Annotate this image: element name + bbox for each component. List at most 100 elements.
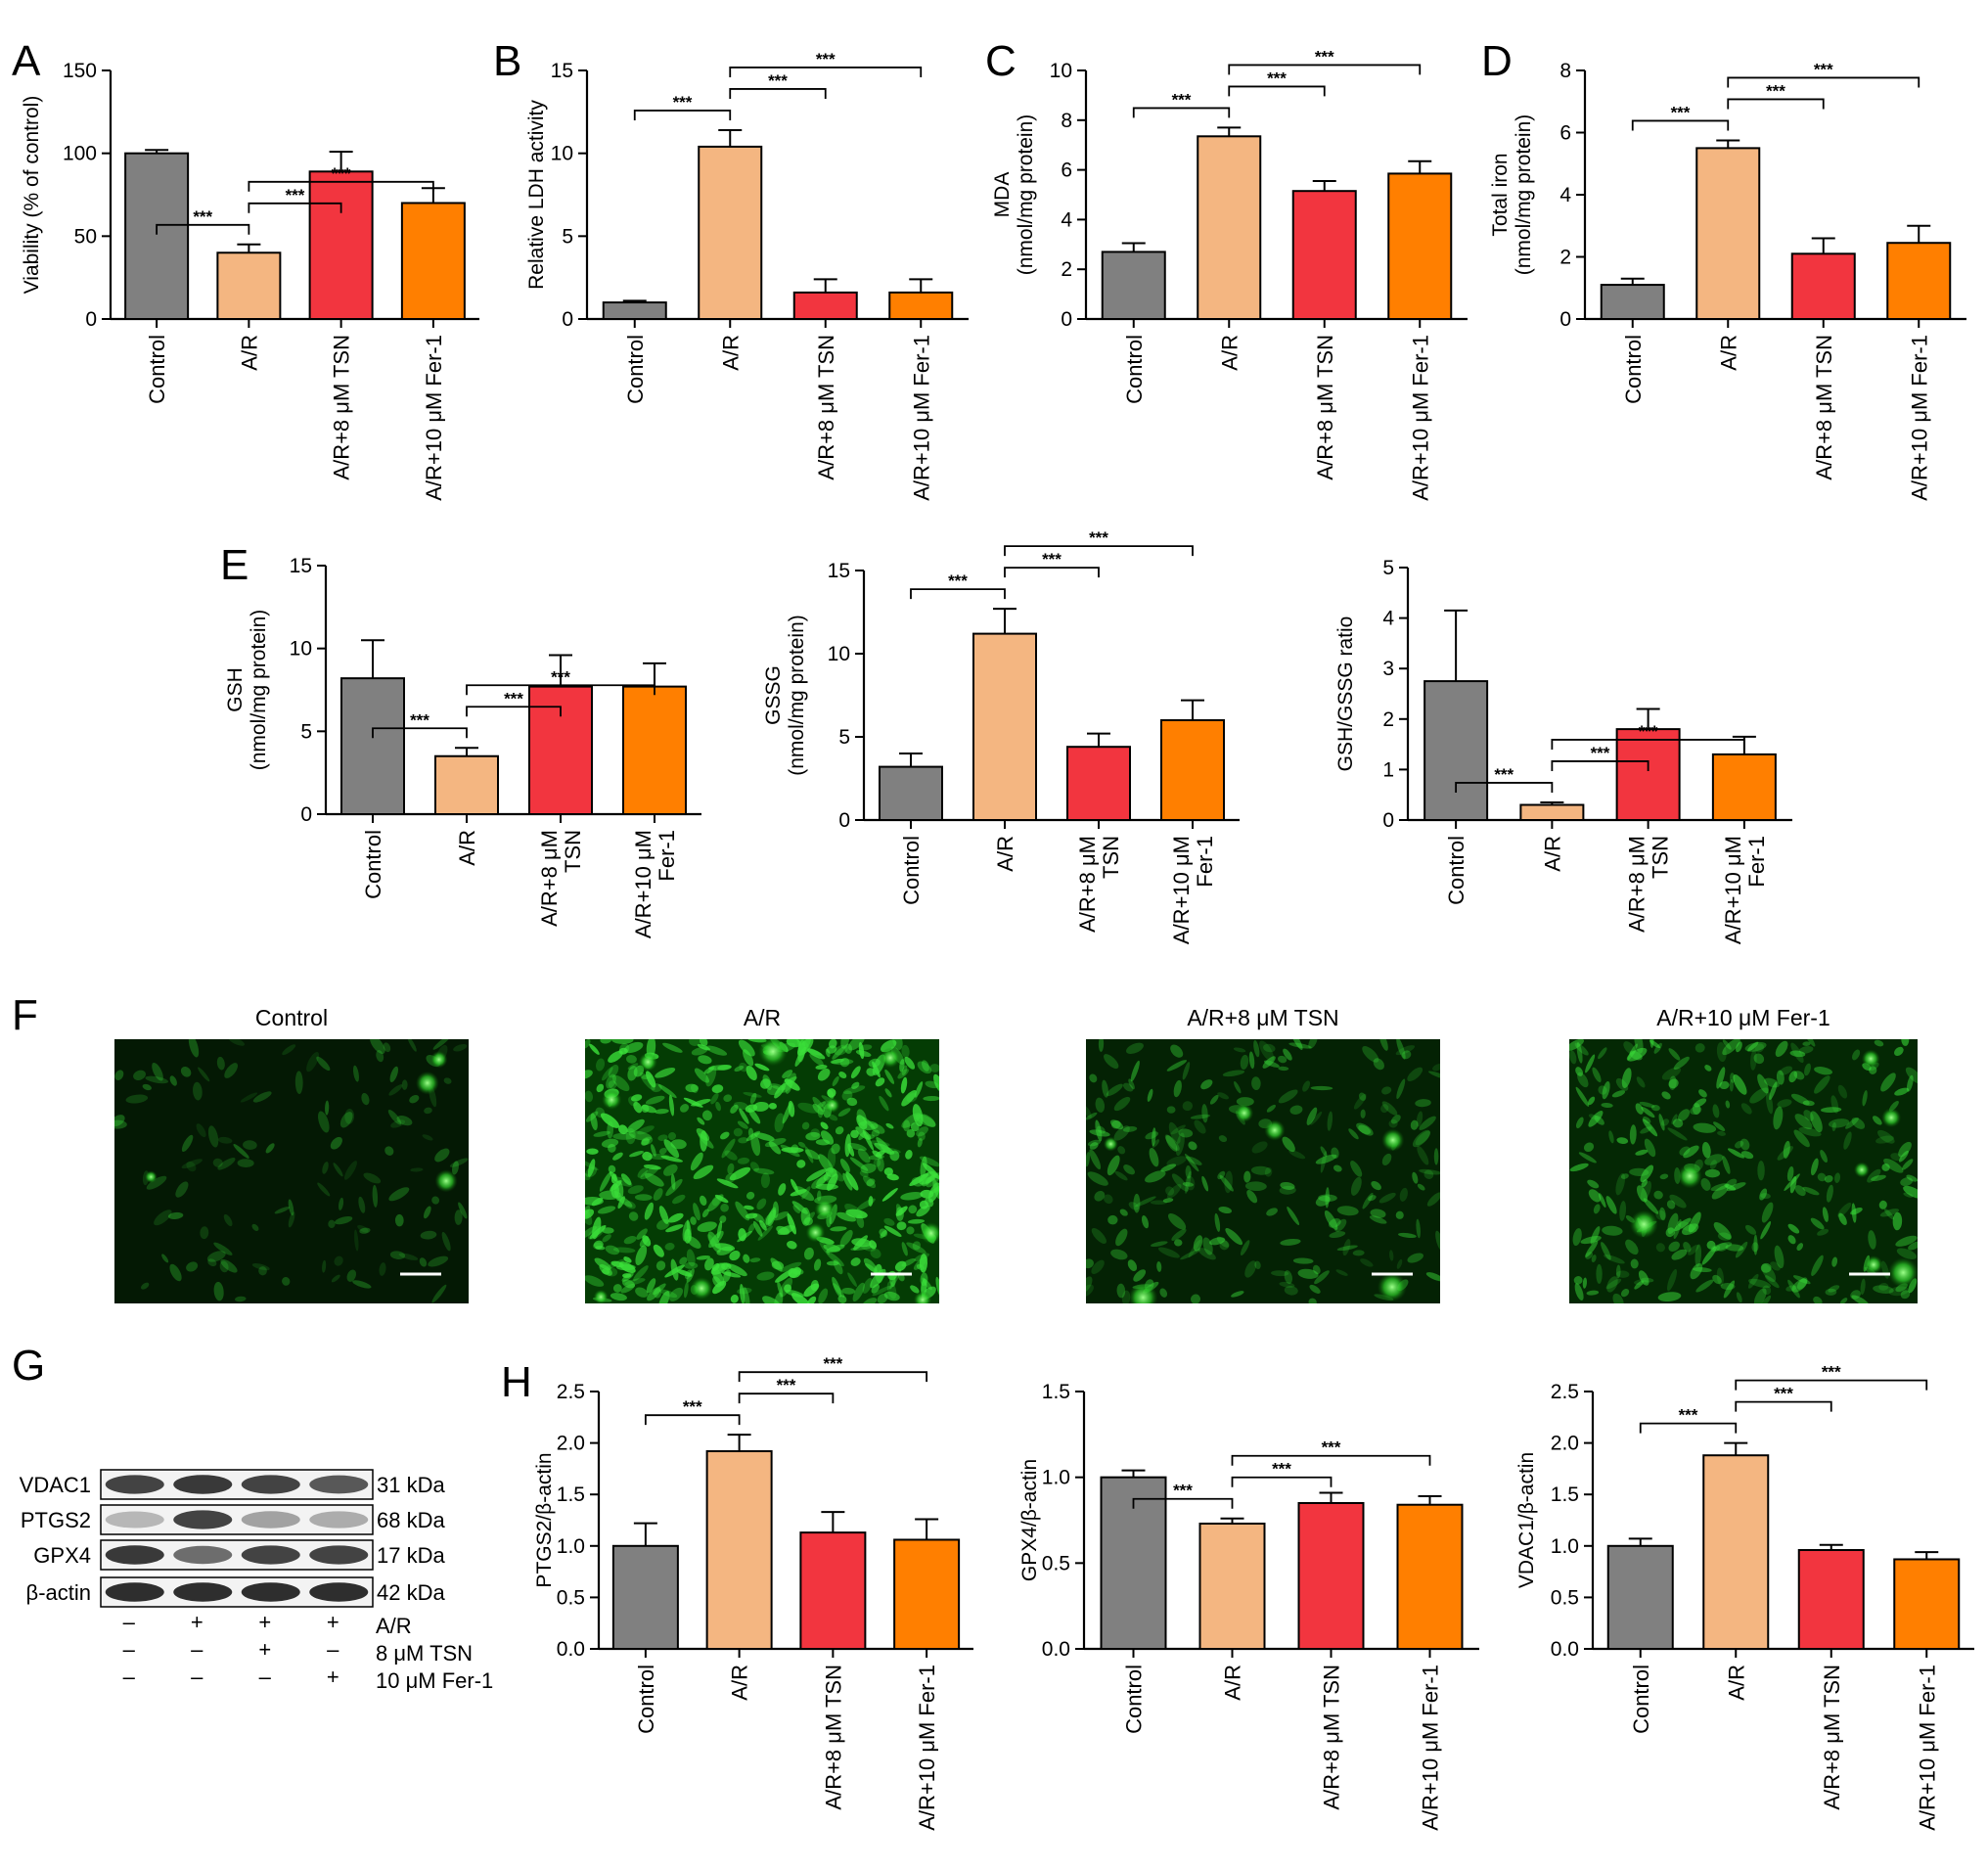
cell xyxy=(1773,1106,1784,1130)
y-tick-label: 2.0 xyxy=(1551,1433,1579,1455)
significance-stars: *** xyxy=(1042,550,1062,569)
cell xyxy=(1860,1278,1866,1296)
molecular-weight-label: 42 kDa xyxy=(377,1580,445,1605)
cell xyxy=(1240,1054,1249,1070)
cell xyxy=(1170,1124,1186,1135)
cell xyxy=(684,1269,693,1280)
cell xyxy=(1243,1170,1251,1183)
cell xyxy=(916,1263,925,1270)
cell xyxy=(802,1211,816,1225)
cell xyxy=(743,1254,750,1263)
cell xyxy=(1657,1292,1682,1301)
cell xyxy=(1784,1173,1800,1191)
cell xyxy=(1644,1138,1656,1158)
cell xyxy=(627,1066,638,1081)
cell xyxy=(883,1167,893,1176)
cell xyxy=(1661,1067,1682,1080)
category-label: Control xyxy=(1629,1665,1653,1734)
cell xyxy=(1641,1277,1654,1283)
cell xyxy=(389,1251,406,1259)
cell xyxy=(1569,1039,1585,1051)
cell xyxy=(851,1081,860,1089)
cell xyxy=(1121,1290,1131,1303)
cell xyxy=(693,1203,700,1221)
cell xyxy=(1395,1045,1416,1056)
cell xyxy=(1688,1244,1699,1255)
cell xyxy=(1149,1148,1159,1167)
cell xyxy=(599,1171,611,1192)
cell xyxy=(1583,1142,1595,1153)
bar xyxy=(622,685,687,816)
cell xyxy=(777,1281,784,1298)
cell xyxy=(658,1147,667,1155)
cell xyxy=(820,1130,835,1145)
y-axis-label: GSH xyxy=(224,667,247,712)
cell xyxy=(1288,1042,1312,1049)
cell xyxy=(806,1168,828,1182)
cell xyxy=(1719,1080,1730,1090)
bright-cell xyxy=(1629,1209,1658,1239)
cell xyxy=(906,1242,926,1255)
significance-bracket xyxy=(1631,119,1730,131)
cell xyxy=(712,1280,727,1295)
cell xyxy=(196,1123,206,1138)
category-label: A/R+10 μM xyxy=(631,830,655,938)
cell xyxy=(288,1199,294,1216)
cell xyxy=(1615,1264,1621,1279)
cell xyxy=(760,1078,771,1089)
cell xyxy=(834,1044,848,1056)
cell xyxy=(1725,1244,1744,1252)
cell xyxy=(1378,1039,1388,1051)
cell xyxy=(1722,1039,1732,1050)
category-label: A/R+8 μM xyxy=(537,830,562,927)
significance-bracket xyxy=(644,1414,741,1426)
bar xyxy=(1893,1558,1961,1650)
significance-stars: *** xyxy=(1591,744,1610,762)
cell xyxy=(1218,1206,1232,1214)
cell xyxy=(1165,1135,1178,1152)
cell xyxy=(700,1195,707,1207)
bright-cell xyxy=(757,1039,789,1067)
cell xyxy=(317,1182,331,1197)
cell xyxy=(1701,1141,1711,1159)
micrograph: A/R+8 μM TSN xyxy=(1086,1005,1440,1303)
cell xyxy=(251,1223,259,1231)
cell xyxy=(585,1070,593,1079)
cell xyxy=(458,1202,468,1219)
cell xyxy=(428,1255,449,1267)
cell xyxy=(1785,1285,1797,1292)
cell xyxy=(186,1161,197,1172)
cell xyxy=(608,1164,616,1173)
cell xyxy=(1616,1270,1630,1278)
cell xyxy=(1831,1256,1838,1267)
bar xyxy=(1615,728,1681,821)
significance-bracket xyxy=(1004,545,1194,557)
cell xyxy=(339,1112,353,1128)
cell xyxy=(1883,1158,1904,1173)
cell xyxy=(1102,1079,1108,1098)
cell xyxy=(1089,1149,1102,1170)
cell xyxy=(1086,1276,1093,1294)
y-tick-label: 0.5 xyxy=(1551,1586,1579,1609)
cell xyxy=(1200,1079,1213,1090)
y-tick-label: 6 xyxy=(1061,160,1072,182)
y-tick-label: 50 xyxy=(74,225,97,248)
cell xyxy=(265,1143,275,1154)
cell xyxy=(1283,1048,1292,1061)
cell xyxy=(895,1207,904,1221)
cell xyxy=(1649,1039,1654,1048)
bar xyxy=(972,632,1037,821)
cell xyxy=(1711,1185,1729,1200)
cell xyxy=(1898,1141,1912,1158)
cell xyxy=(1655,1209,1666,1220)
y-axis-label: GSH/GSSG ratio xyxy=(1334,616,1357,772)
cell xyxy=(1087,1139,1101,1147)
cell xyxy=(1710,1183,1730,1192)
cell xyxy=(1202,1237,1213,1255)
cell xyxy=(1396,1078,1406,1100)
cell xyxy=(679,1256,688,1265)
cell xyxy=(1898,1150,1909,1163)
cell xyxy=(907,1218,926,1224)
cell xyxy=(1150,1200,1168,1206)
category-label: TSN xyxy=(1649,836,1673,879)
